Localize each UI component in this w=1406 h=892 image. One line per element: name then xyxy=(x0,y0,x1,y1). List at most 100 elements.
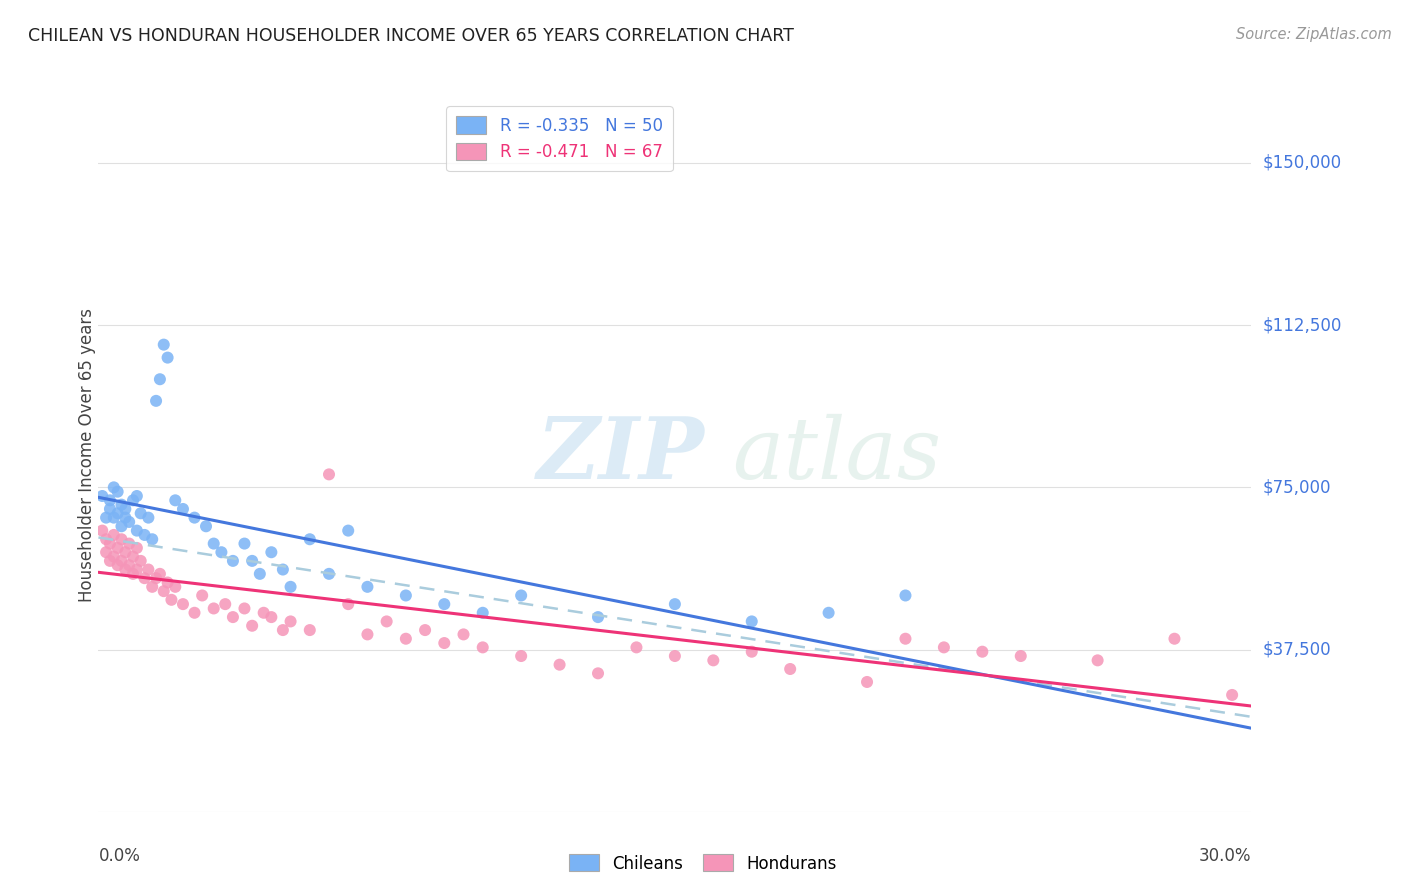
Point xyxy=(141,533,163,547)
Text: Source: ZipAtlas.com: Source: ZipAtlas.com xyxy=(1236,27,1392,42)
Point xyxy=(98,493,121,508)
Point xyxy=(337,524,360,538)
Point xyxy=(103,528,125,542)
Point xyxy=(337,597,360,611)
Point xyxy=(280,615,302,629)
Point xyxy=(233,536,256,550)
Text: $75,000: $75,000 xyxy=(1263,478,1331,496)
Point xyxy=(894,632,917,646)
Point xyxy=(94,533,117,547)
Point xyxy=(453,627,475,641)
Point xyxy=(240,554,263,568)
Point xyxy=(1087,653,1109,667)
Point xyxy=(318,467,340,482)
Point xyxy=(91,489,114,503)
Point xyxy=(471,640,494,655)
Point xyxy=(471,606,494,620)
Point xyxy=(114,545,136,559)
Point xyxy=(172,597,194,611)
Text: 30.0%: 30.0% xyxy=(1199,847,1251,865)
Point xyxy=(271,562,294,576)
Point xyxy=(110,533,132,547)
Text: $112,500: $112,500 xyxy=(1263,316,1343,334)
Point xyxy=(433,636,456,650)
Point xyxy=(233,601,256,615)
Point xyxy=(165,580,187,594)
Point xyxy=(510,589,533,603)
Point xyxy=(702,653,724,667)
Point xyxy=(103,480,125,494)
Point xyxy=(191,589,214,603)
Point xyxy=(125,524,148,538)
Point xyxy=(298,623,321,637)
Point xyxy=(145,571,167,585)
Point xyxy=(122,549,145,564)
Text: $150,000: $150,000 xyxy=(1263,154,1341,172)
Point xyxy=(433,597,456,611)
Point xyxy=(98,536,121,550)
Point xyxy=(195,519,218,533)
Text: CHILEAN VS HONDURAN HOUSEHOLDER INCOME OVER 65 YEARS CORRELATION CHART: CHILEAN VS HONDURAN HOUSEHOLDER INCOME O… xyxy=(28,27,794,45)
Point xyxy=(125,562,148,576)
Point xyxy=(395,632,418,646)
Point xyxy=(253,606,276,620)
Text: $37,500: $37,500 xyxy=(1263,640,1331,658)
Point xyxy=(240,619,263,633)
Point xyxy=(110,554,132,568)
Point xyxy=(107,558,129,573)
Point xyxy=(134,528,156,542)
Point xyxy=(125,489,148,503)
Point xyxy=(1010,648,1032,663)
Point xyxy=(145,393,167,408)
Text: atlas: atlas xyxy=(733,414,942,496)
Point xyxy=(413,623,436,637)
Point xyxy=(260,610,283,624)
Point xyxy=(664,648,686,663)
Point xyxy=(103,510,125,524)
Point xyxy=(122,566,145,581)
Point xyxy=(298,533,321,547)
Point xyxy=(183,510,205,524)
Point xyxy=(972,645,994,659)
Point xyxy=(510,648,533,663)
Point xyxy=(156,575,179,590)
Point xyxy=(110,498,132,512)
Text: 0.0%: 0.0% xyxy=(98,847,141,865)
Point xyxy=(932,640,955,655)
Point xyxy=(586,666,609,681)
Point xyxy=(114,510,136,524)
Point xyxy=(118,515,141,529)
Point xyxy=(129,506,152,520)
Point xyxy=(202,601,225,615)
Point xyxy=(138,562,160,576)
Point xyxy=(107,506,129,520)
Point xyxy=(183,606,205,620)
Point xyxy=(103,549,125,564)
Point xyxy=(94,510,117,524)
Point xyxy=(129,554,152,568)
Point xyxy=(779,662,801,676)
Point xyxy=(741,615,763,629)
Point xyxy=(118,536,141,550)
Legend: Chileans, Hondurans: Chileans, Hondurans xyxy=(562,847,844,880)
Point xyxy=(156,351,179,365)
Point xyxy=(260,545,283,559)
Text: ZIP: ZIP xyxy=(537,413,704,497)
Point xyxy=(395,589,418,603)
Point xyxy=(249,566,271,581)
Point xyxy=(222,554,245,568)
Point xyxy=(149,372,172,386)
Point xyxy=(110,519,132,533)
Point xyxy=(626,640,648,655)
Point xyxy=(152,337,174,351)
Point xyxy=(586,610,609,624)
Point xyxy=(214,597,236,611)
Point xyxy=(741,645,763,659)
Point xyxy=(271,623,294,637)
Point xyxy=(107,484,129,499)
Point xyxy=(280,580,302,594)
Point xyxy=(664,597,686,611)
Y-axis label: Householder Income Over 65 years: Householder Income Over 65 years xyxy=(79,308,96,602)
Point xyxy=(375,615,398,629)
Point xyxy=(149,566,172,581)
